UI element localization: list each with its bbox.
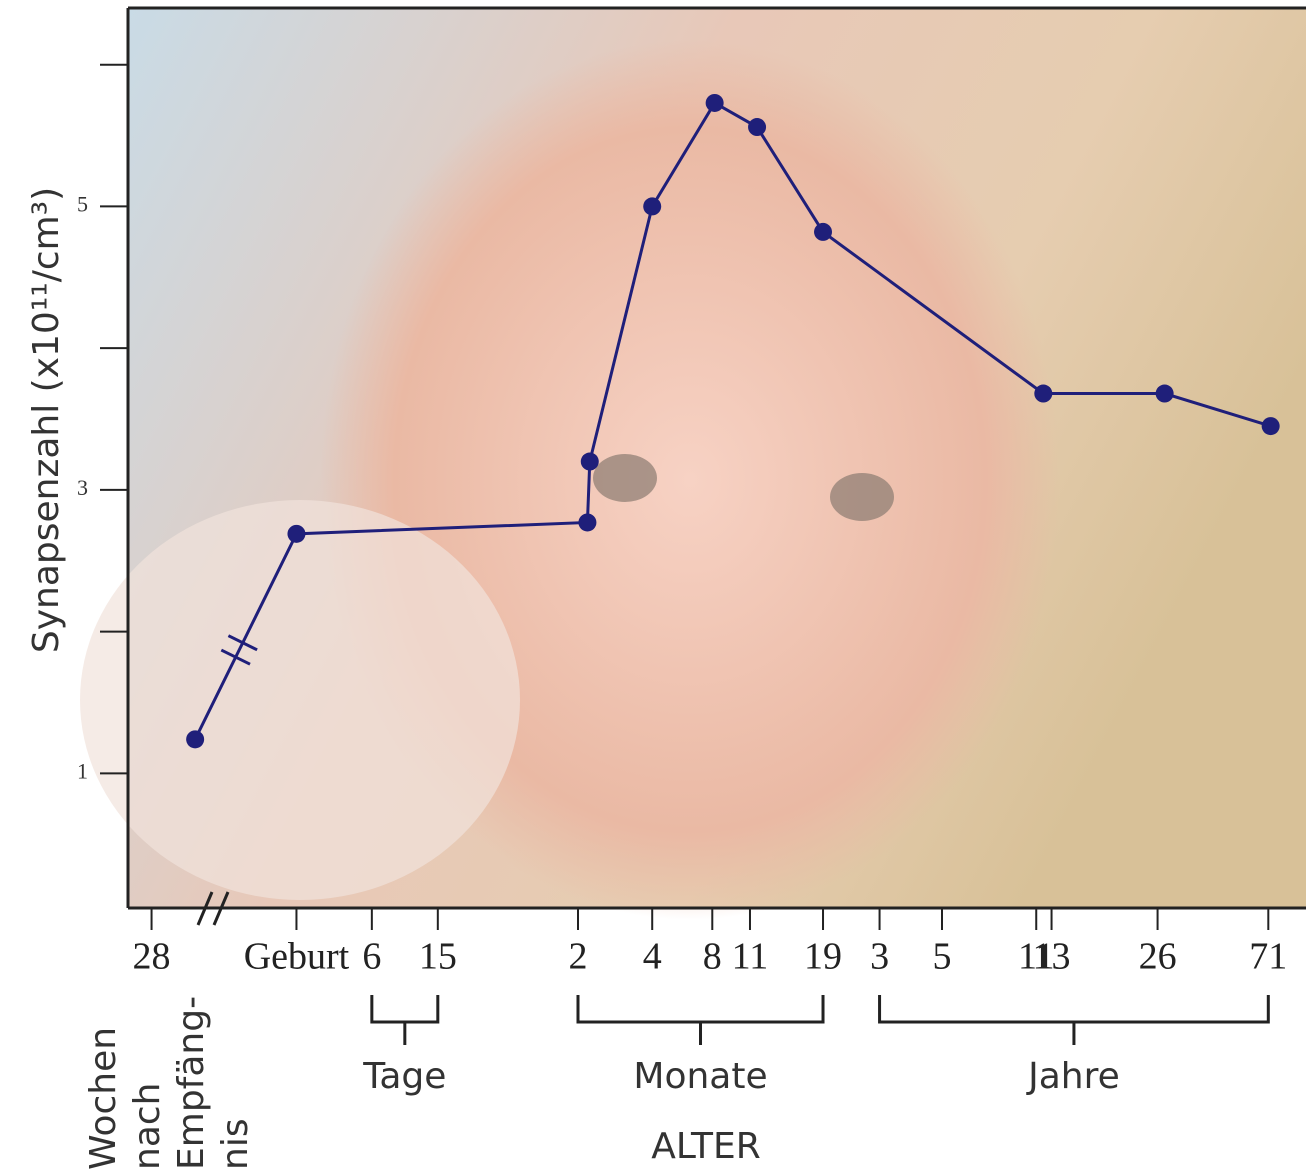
- y-tick-label: 5: [77, 191, 88, 216]
- group-label: Tage: [362, 1056, 446, 1097]
- x-tick-label: 8: [703, 936, 722, 978]
- x-note-line: nach: [127, 1083, 168, 1171]
- x-tick-label: 15: [419, 936, 457, 978]
- group-bracket: [880, 995, 1269, 1045]
- page: {"chart_data": {"type": "line", "y_label…: [0, 0, 1306, 1173]
- data-point: [186, 730, 204, 748]
- chart: Synapsenzahl (x10¹¹/cm³) ALTER Wochennac…: [0, 0, 1306, 1173]
- photo-eye: [830, 473, 894, 521]
- x-tick-label: 71: [1249, 936, 1287, 978]
- x-note-line: Empfäng-: [171, 996, 212, 1170]
- x-note-line: Wochen: [83, 1027, 124, 1170]
- data-point: [814, 223, 832, 241]
- x-axis-label: ALTER: [651, 1126, 760, 1167]
- x-tick-label: 3: [870, 936, 889, 978]
- y-axis-label: Synapsenzahl (x10¹¹/cm³): [26, 187, 67, 653]
- data-point: [578, 513, 596, 531]
- x-tick-label: 2: [568, 936, 587, 978]
- group-bracket: [372, 995, 438, 1045]
- photo-eye: [593, 454, 657, 502]
- x-tick-label: 19: [804, 936, 842, 978]
- group-label: Monate: [633, 1056, 767, 1097]
- x-tick-label: 13: [1033, 936, 1071, 978]
- data-point: [643, 197, 661, 215]
- data-point: [706, 94, 724, 112]
- x-tick-label: 28: [133, 936, 171, 978]
- x-tick-label: 26: [1139, 936, 1177, 978]
- x-tick-label: 5: [932, 936, 951, 978]
- data-point: [1156, 385, 1174, 403]
- data-point: [287, 525, 305, 543]
- x-tick-label: 6: [362, 936, 381, 978]
- data-point: [748, 118, 766, 136]
- x-note-line: nis: [215, 1118, 256, 1170]
- x-tick-label: 11: [732, 936, 769, 978]
- group-bracket: [578, 995, 823, 1045]
- x-tick-label: Geburt: [244, 936, 350, 978]
- y-tick-label: 1: [77, 758, 88, 783]
- photo-blanket: [80, 500, 520, 900]
- y-tick-label: 3: [77, 475, 88, 500]
- data-point: [1034, 385, 1052, 403]
- group-label: Jahre: [1026, 1056, 1120, 1097]
- data-point: [1262, 417, 1280, 435]
- data-point: [581, 453, 599, 471]
- x-tick-label: 4: [643, 936, 662, 978]
